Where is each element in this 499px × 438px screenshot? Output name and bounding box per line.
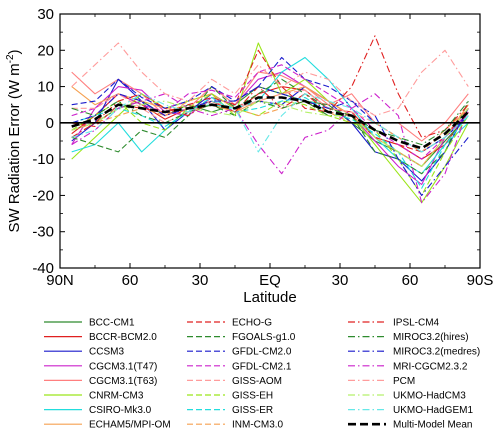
x-axis-title: Latitude — [243, 289, 296, 306]
series-line-22 — [71, 93, 469, 153]
series-line-17 — [71, 100, 469, 146]
series-line-10 — [71, 56, 469, 153]
x-tick-label: 30 — [332, 272, 349, 289]
x-axis: 90N 60 30 EQ 30 60 90S — [46, 14, 493, 289]
legend-label-0: BCC-CM1 — [89, 318, 135, 329]
legend-label-13: GISS-EH — [232, 391, 273, 402]
y-tick-label: -10 — [32, 151, 54, 168]
y-tick-label: 30 — [37, 6, 54, 23]
x-tick-label: 60 — [122, 272, 139, 289]
series-line-13 — [71, 93, 469, 196]
legend-label-7: ECHAM5/MPI-OM — [89, 420, 171, 431]
legend-label-2: CCSM3 — [89, 347, 124, 358]
legend-label-19: MRI-CGCM2.3.2 — [393, 361, 468, 372]
series-line-19 — [71, 93, 469, 204]
y-tick-label: 20 — [37, 42, 54, 59]
y-tick-label: -40 — [32, 260, 54, 277]
legend-label-12: GISS-AOM — [232, 376, 282, 387]
series-line-11 — [71, 64, 469, 160]
legend-label-11: GFDL-CM2.1 — [232, 361, 292, 372]
legend-label-5: CNRM-CM3 — [89, 391, 144, 402]
legend-label-1: BCCR-BCM2.0 — [89, 332, 157, 343]
y-axis: -40 -30 -20 -10 0 10 20 30 — [32, 6, 480, 277]
legend-label-21: UKMO-HadCM3 — [393, 391, 466, 402]
legend-label-3: CGCM3.1(T47) — [89, 361, 157, 372]
legend-label-16: IPSL-CM4 — [393, 318, 440, 329]
legend-label-10: GFDL-CM2.0 — [232, 347, 292, 358]
x-tick-label: 30 — [192, 272, 209, 289]
series-line-23 — [71, 96, 470, 150]
y-axis-title-close: ) — [6, 49, 23, 54]
legend-label-14: GISS-ER — [232, 405, 273, 416]
legend-label-23: Multi-Model Mean — [393, 420, 472, 431]
legend: BCC-CM1 BCCR-BCM2.0 CCSM3 CGCM3.1(T47) CGCM3… — [44, 318, 480, 431]
series-line-18 — [71, 86, 469, 196]
legend-label-20: PCM — [393, 376, 415, 387]
y-axis-title-main: SW Radiation Error (W m — [6, 63, 23, 232]
x-tick-label: EQ — [259, 272, 281, 289]
series-line-9 — [71, 78, 469, 175]
y-axis-title: SW Radiation Error (W m-2) — [5, 49, 23, 232]
legend-label-18: MIROC3.2(medres) — [393, 347, 480, 358]
series-line-3 — [71, 71, 469, 186]
y-axis-title-exponent: -2 — [5, 54, 16, 63]
x-tick-label: 90N — [46, 272, 74, 289]
y-tick-label: 0 — [46, 115, 54, 132]
x-tick-label: 90S — [467, 272, 494, 289]
legend-label-6: CSIRO-Mk3.0 — [89, 405, 152, 416]
series-layer — [71, 35, 470, 204]
y-tick-label: -20 — [32, 187, 54, 204]
legend-label-15: INM-CM3.0 — [232, 420, 284, 431]
y-tick-label: -30 — [32, 224, 54, 241]
legend-label-22: UKMO-HadGEM1 — [393, 405, 473, 416]
series-line-4 — [71, 71, 469, 142]
legend-label-17: MIROC3.2(hires) — [393, 332, 469, 343]
x-tick-label: 60 — [402, 272, 419, 289]
legend-label-9: FGOALS-g1.0 — [232, 332, 296, 343]
legend-label-8: ECHO-G — [232, 318, 272, 329]
y-tick-label: 10 — [37, 79, 54, 96]
legend-label-4: CGCM3.1(T63) — [89, 376, 157, 387]
